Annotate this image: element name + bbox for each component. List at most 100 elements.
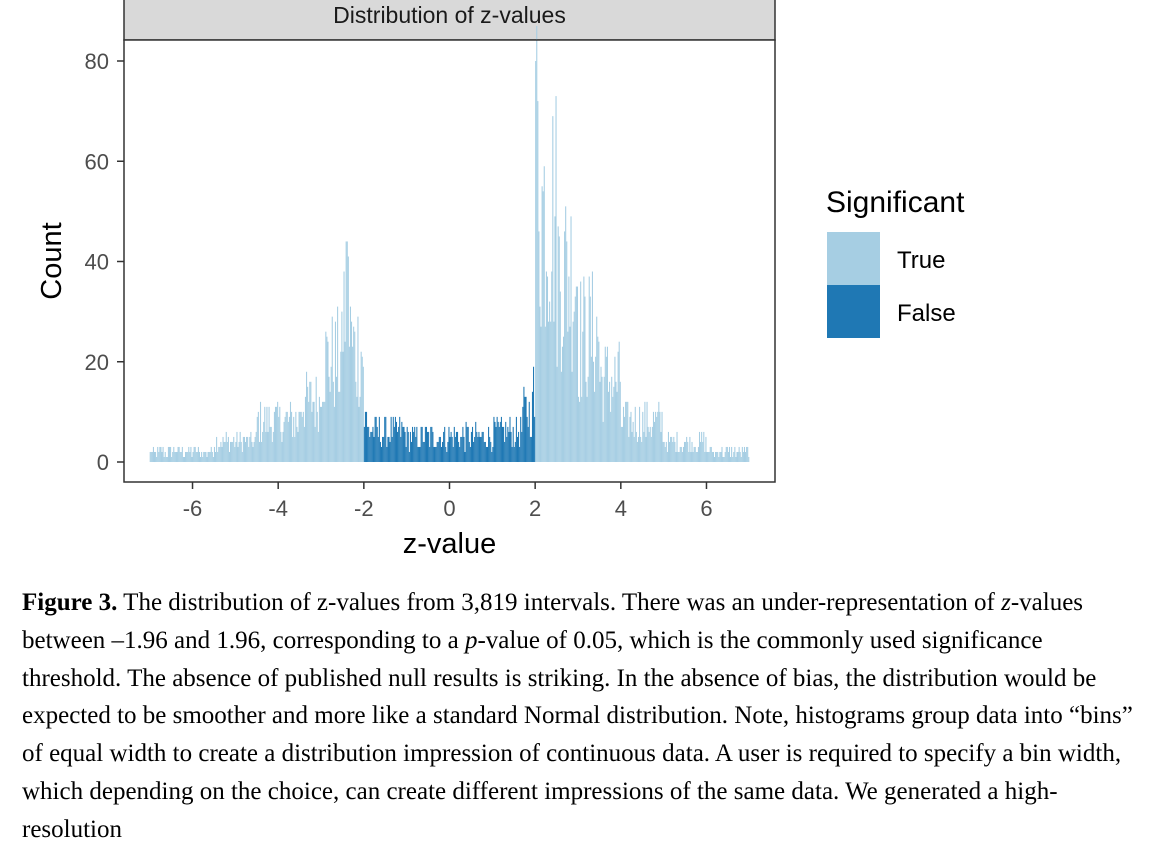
histogram-bar <box>197 446 199 462</box>
histogram-bar <box>649 426 651 462</box>
histogram-bar <box>236 431 238 463</box>
histogram-bar <box>233 436 235 462</box>
histogram-bar <box>708 451 710 463</box>
histogram-bar <box>571 371 573 462</box>
histogram-bar <box>249 436 251 462</box>
histogram-bar <box>270 426 272 462</box>
histogram-bar <box>345 241 347 462</box>
histogram-bar <box>407 431 409 463</box>
histogram-bar <box>468 441 470 462</box>
histogram-bar <box>221 446 223 462</box>
histogram-bar <box>338 391 340 462</box>
histogram-bar <box>524 396 526 462</box>
histogram-bar <box>503 426 505 462</box>
histogram-bar <box>247 436 249 462</box>
histogram-bar <box>625 401 627 462</box>
histogram-bar <box>410 441 413 462</box>
histogram-bar <box>228 451 230 463</box>
histogram-bar <box>654 421 656 462</box>
histogram-bar <box>559 291 561 462</box>
histogram-bar <box>622 406 625 462</box>
histogram-bar <box>296 426 298 462</box>
histogram-bar <box>717 451 719 463</box>
histogram-bar <box>152 446 154 462</box>
x-tick-label: 4 <box>615 496 627 521</box>
histogram-bar <box>666 451 668 463</box>
histogram-bar <box>198 451 201 463</box>
histogram-bar <box>522 406 524 462</box>
histogram-bar <box>531 391 534 462</box>
histogram-bar <box>279 406 281 462</box>
histogram-bar <box>256 416 258 462</box>
histogram-bar <box>583 276 585 462</box>
histogram-bar <box>292 436 294 462</box>
histogram-bar <box>528 401 530 462</box>
histogram-bar <box>635 431 637 463</box>
legend-label-false: False <box>897 300 956 327</box>
histogram-bar <box>240 441 242 462</box>
histogram-bar <box>423 441 425 462</box>
histogram-bar <box>644 401 646 462</box>
histogram-bar <box>257 411 259 463</box>
histogram-bar <box>459 446 461 462</box>
histogram-bar <box>393 426 395 462</box>
histogram-bar <box>403 426 405 462</box>
histogram-bar <box>182 456 184 462</box>
histogram-bar <box>343 271 345 462</box>
histogram-bar <box>361 356 363 462</box>
histogram-bar <box>646 401 648 462</box>
histogram-bar <box>203 451 205 463</box>
histogram-bar <box>736 451 738 463</box>
histogram-bar <box>241 451 243 463</box>
histogram-bar <box>485 446 487 462</box>
histogram-bar <box>616 391 618 462</box>
histogram-bar <box>660 431 662 463</box>
histogram-bar <box>330 366 332 462</box>
histogram-bar <box>545 271 547 462</box>
histogram-bar <box>619 381 621 462</box>
histogram-bar <box>587 376 589 462</box>
histogram-bar <box>421 426 423 462</box>
histogram-bar <box>326 336 328 462</box>
histogram-bar <box>603 376 605 462</box>
histogram-bar <box>371 431 373 463</box>
histogram-bar <box>508 431 510 463</box>
histogram-bar <box>694 446 696 462</box>
histogram-bar <box>439 436 441 462</box>
histogram-bar <box>504 441 506 462</box>
histogram-bar <box>596 316 598 462</box>
histogram-bar <box>645 436 647 462</box>
histogram-bar <box>288 416 290 462</box>
histogram-bar <box>243 436 245 462</box>
histogram-bar <box>341 311 343 463</box>
histogram-bar <box>716 451 718 463</box>
histogram-bar <box>324 401 326 462</box>
histogram-bar <box>715 451 717 463</box>
histogram-bar <box>722 456 724 462</box>
histogram-bar <box>444 426 446 462</box>
histogram-bar <box>380 446 383 462</box>
histogram-bar <box>250 431 252 463</box>
histogram-bar <box>333 406 335 462</box>
histogram-bar <box>195 451 197 463</box>
histogram-bar <box>693 446 695 462</box>
histogram-bar <box>171 456 173 462</box>
histogram-bar <box>613 386 615 462</box>
histogram-bar <box>705 436 707 462</box>
histogram-bar <box>427 431 429 463</box>
histogram-bar <box>663 441 665 462</box>
histogram-bar <box>461 436 463 462</box>
histogram-bar <box>541 186 543 462</box>
histogram-bar <box>200 456 202 462</box>
histogram-bar <box>332 381 334 462</box>
histogram-bar <box>597 336 599 462</box>
histogram-bar <box>406 426 408 462</box>
histogram-bar <box>740 456 742 462</box>
histogram-bar <box>271 441 273 462</box>
histogram-bar <box>222 436 224 462</box>
histogram-bar <box>262 431 264 463</box>
histogram-bar <box>225 431 227 463</box>
histogram-bar <box>429 446 431 462</box>
histogram-chart: Distribution of z-values -6 -4 -2 0 2 4 6 0 20 4… <box>36 0 965 560</box>
histogram-bar <box>548 321 550 462</box>
